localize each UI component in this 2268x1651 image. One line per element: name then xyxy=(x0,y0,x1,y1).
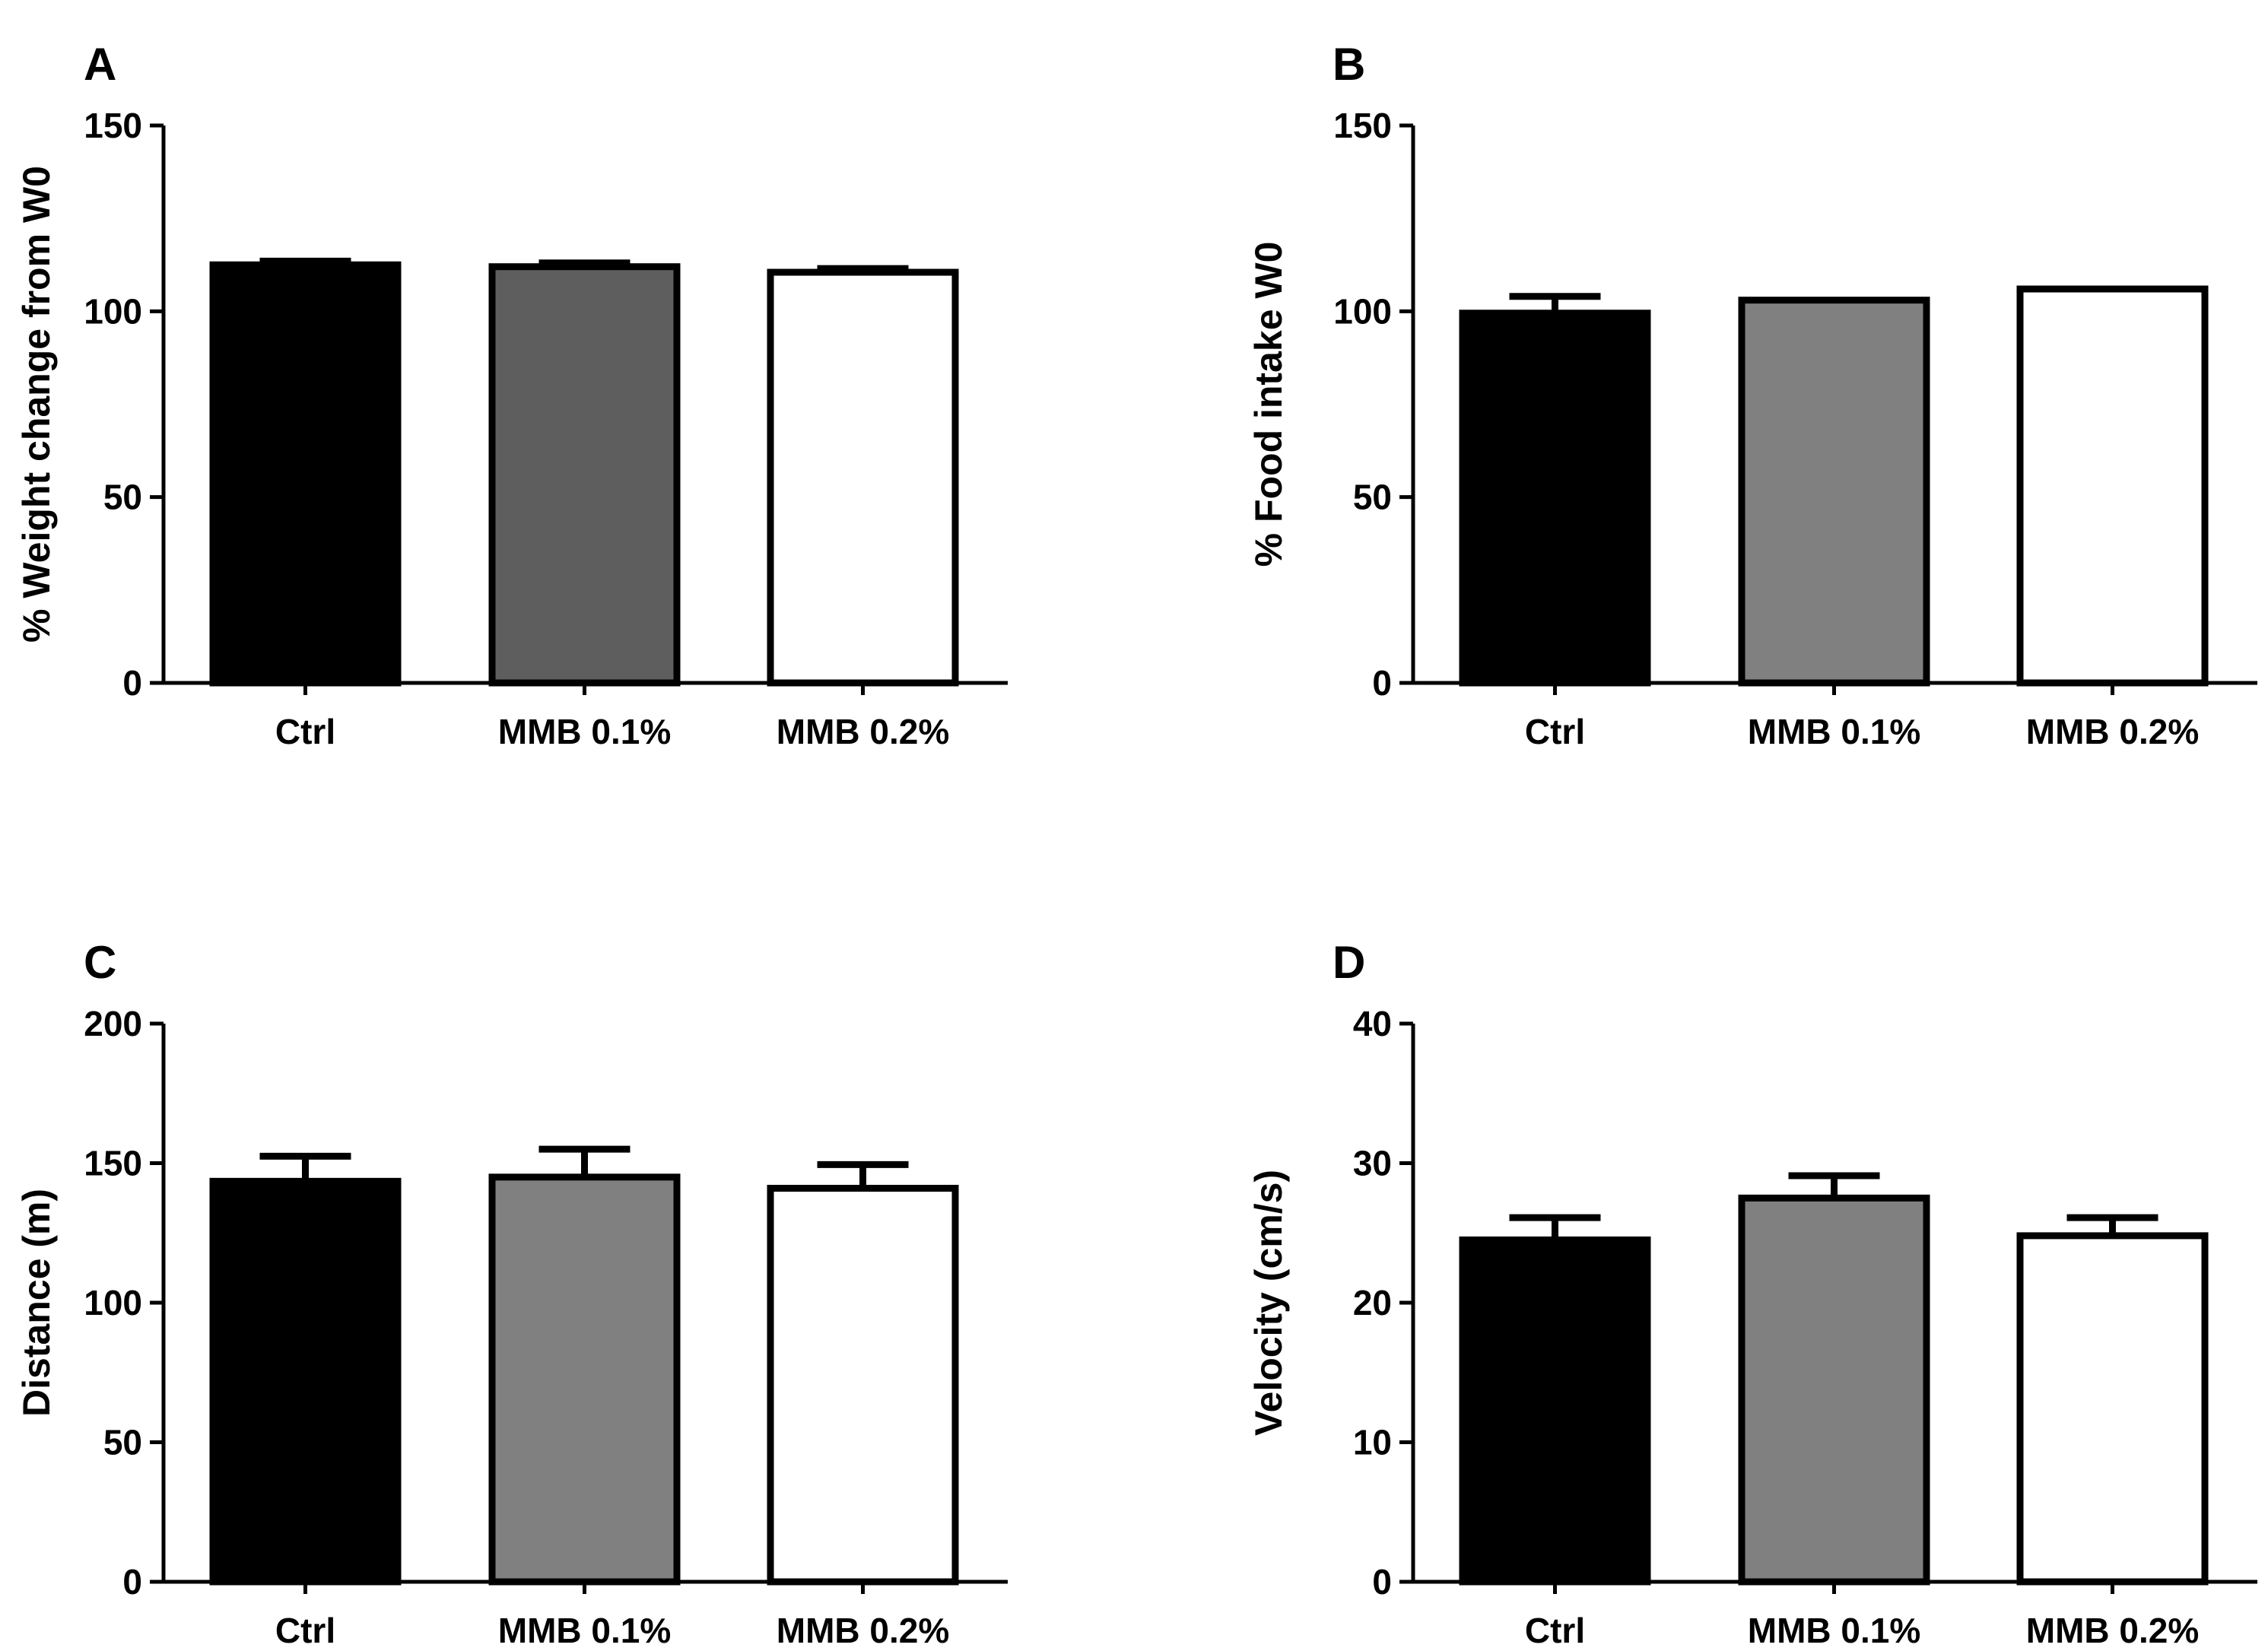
category-label: Ctrl xyxy=(275,712,335,751)
bar xyxy=(209,1177,402,1586)
bar xyxy=(209,261,402,687)
y-tick-label: 0 xyxy=(122,1562,142,1602)
y-tick-label: 50 xyxy=(103,1423,142,1462)
y-tick-label: 0 xyxy=(1372,663,1392,703)
y-tick-label: 100 xyxy=(1333,291,1392,331)
y-axis-title: Velocity (cm/s) xyxy=(1247,1170,1290,1436)
y-tick-label: 150 xyxy=(1333,106,1392,145)
category-label: Ctrl xyxy=(275,1611,335,1650)
panel-letter: B xyxy=(1333,39,1365,90)
category-label: MMB 0.2% xyxy=(2026,712,2199,751)
y-tick-label: 200 xyxy=(84,1004,142,1043)
category-label: MMB 0.2% xyxy=(2026,1611,2199,1650)
bar xyxy=(488,263,681,687)
y-tick-label: 100 xyxy=(84,291,142,331)
y-tick-label: 40 xyxy=(1353,1004,1392,1043)
category-label: MMB 0.1% xyxy=(498,712,671,751)
bar xyxy=(2016,1232,2209,1586)
bar xyxy=(1459,310,1651,687)
y-tick-label: 50 xyxy=(103,478,142,517)
panel-letter: D xyxy=(1333,937,1365,988)
y-axis-title: % Food intake W0 xyxy=(1247,242,1290,567)
panel-c: C Distance (m) Ctrl MMB 0.1% MMB 0.2% 0 50 100 1… xyxy=(15,937,1008,1650)
category-label: MMB 0.1% xyxy=(1748,1611,1920,1650)
y-tick-label: 20 xyxy=(1353,1283,1392,1322)
y-tick-label: 30 xyxy=(1353,1144,1392,1183)
y-tick-label: 10 xyxy=(1353,1423,1392,1462)
y-tick-label: 150 xyxy=(84,1144,142,1183)
panel-letter: C xyxy=(84,937,116,988)
bar xyxy=(2016,285,2209,687)
y-tick-label: 100 xyxy=(84,1283,142,1322)
bar xyxy=(1738,297,1930,687)
bar xyxy=(1738,1194,1930,1586)
panel-letter: A xyxy=(84,39,116,90)
category-label: Ctrl xyxy=(1525,712,1585,751)
bar xyxy=(767,268,959,687)
category-label: MMB 0.2% xyxy=(777,1611,949,1650)
bar xyxy=(488,1173,681,1586)
category-label: Ctrl xyxy=(1525,1611,1585,1650)
y-tick-label: 50 xyxy=(1353,478,1392,517)
bar xyxy=(767,1185,959,1586)
y-tick-label: 0 xyxy=(122,663,142,703)
panel-a: A % Weight change from W0 Ctrl MMB 0.1% MMB … xyxy=(15,39,1008,751)
category-label: MMB 0.1% xyxy=(1748,712,1920,751)
category-label: MMB 0.1% xyxy=(498,1611,671,1650)
panel-b: B % Food intake W0 Ctrl MMB 0.1% MMB 0.2% 0 50… xyxy=(1247,39,2257,751)
y-axis-title: % Weight change from W0 xyxy=(15,166,58,643)
y-tick-label: 0 xyxy=(1372,1562,1392,1602)
bar xyxy=(1459,1236,1651,1586)
y-axis-title: Distance (m) xyxy=(15,1189,58,1417)
y-tick-label: 150 xyxy=(84,106,142,145)
panel-d: D Velocity (cm/s) Ctrl MMB 0.1% MMB 0.2% 0 10 2… xyxy=(1247,937,2257,1650)
category-label: MMB 0.2% xyxy=(777,712,949,751)
